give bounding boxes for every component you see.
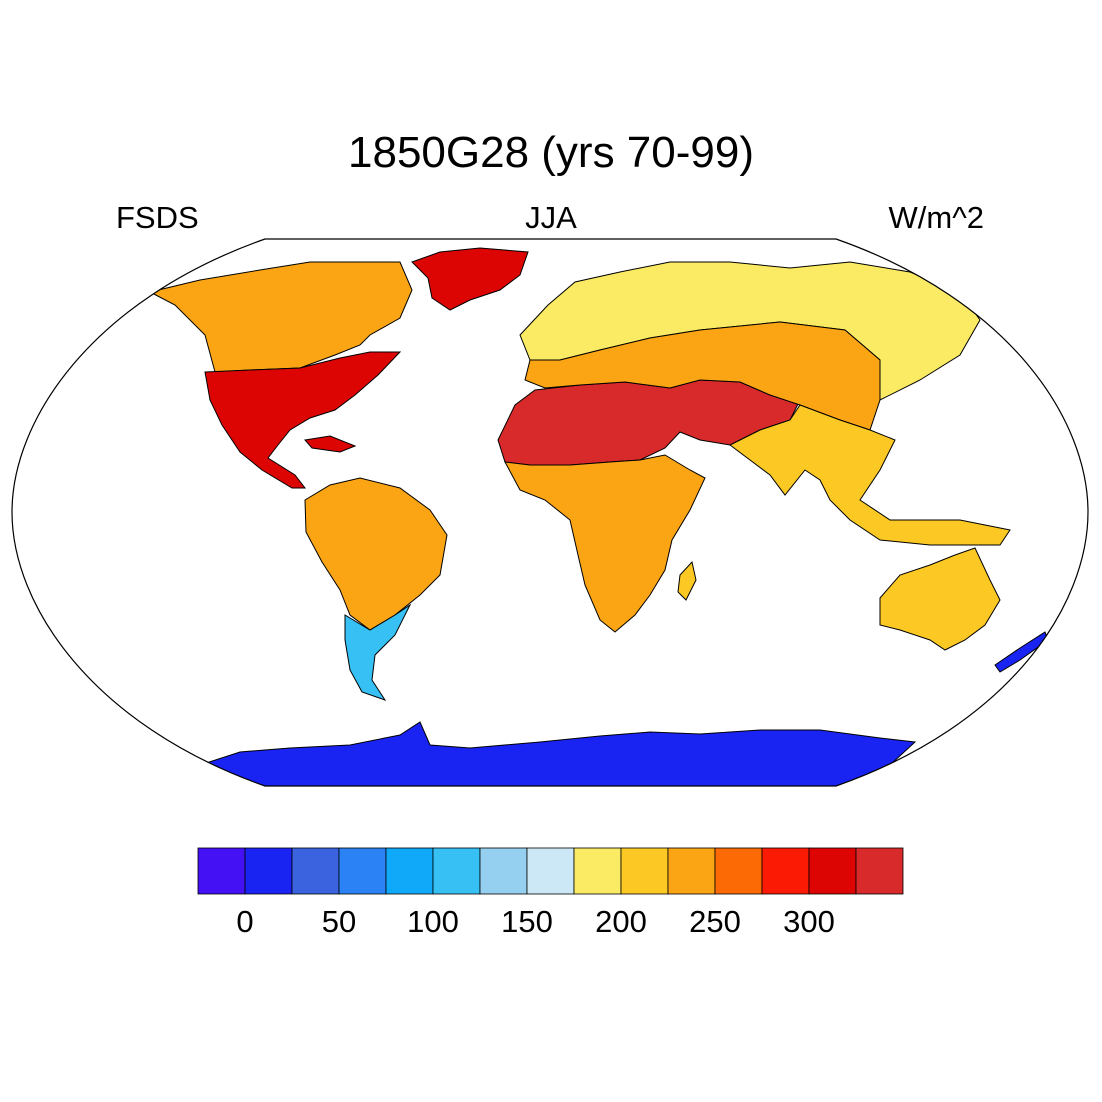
colorbar-swatch [714, 847, 763, 895]
colorbar-swatch [197, 847, 246, 895]
region-africa-south [504, 454, 706, 633]
region-patagonia [344, 603, 412, 701]
colorbar-swatch [808, 847, 857, 895]
colorbar-swatch [291, 847, 340, 895]
season-label: JJA [525, 200, 577, 235]
region-north-america-north [148, 261, 413, 373]
colorbar-swatch [385, 847, 434, 895]
region-australia [879, 547, 1001, 651]
region-asia-south [729, 404, 1011, 546]
colorbar-swatch [526, 847, 575, 895]
colorbar-swatch [338, 847, 387, 895]
colorbar-swatch [761, 847, 810, 895]
colorbar-tick-label: 50 [321, 904, 357, 939]
map-outline [11, 238, 1089, 787]
colorbar-tick-label: 250 [689, 904, 741, 939]
units-label: W/m^2 [888, 200, 984, 235]
variable-label: FSDS [116, 200, 199, 235]
colorbar-tick-label: 300 [783, 904, 835, 939]
region-madagascar [677, 560, 697, 601]
region-caribbean [304, 435, 357, 453]
colorbar-swatch [620, 847, 669, 895]
colorbar-swatch [479, 847, 528, 895]
colorbar-swatch [667, 847, 716, 895]
colorbar-tick-label: 0 [236, 904, 254, 939]
colorbar-swatch [244, 847, 293, 895]
colorbar-swatch [855, 847, 904, 895]
colorbar-tick-label: 150 [501, 904, 553, 939]
region-south-america [304, 477, 448, 631]
colorbar-tick-label: 100 [407, 904, 459, 939]
colorbar-tick-label: 200 [595, 904, 647, 939]
colorbar-swatch [432, 847, 481, 895]
region-north-america-south [204, 351, 402, 489]
colorbar-swatch [573, 847, 622, 895]
region-greenland [411, 247, 529, 311]
map-title: 1850G28 (yrs 70-99) [348, 128, 754, 177]
